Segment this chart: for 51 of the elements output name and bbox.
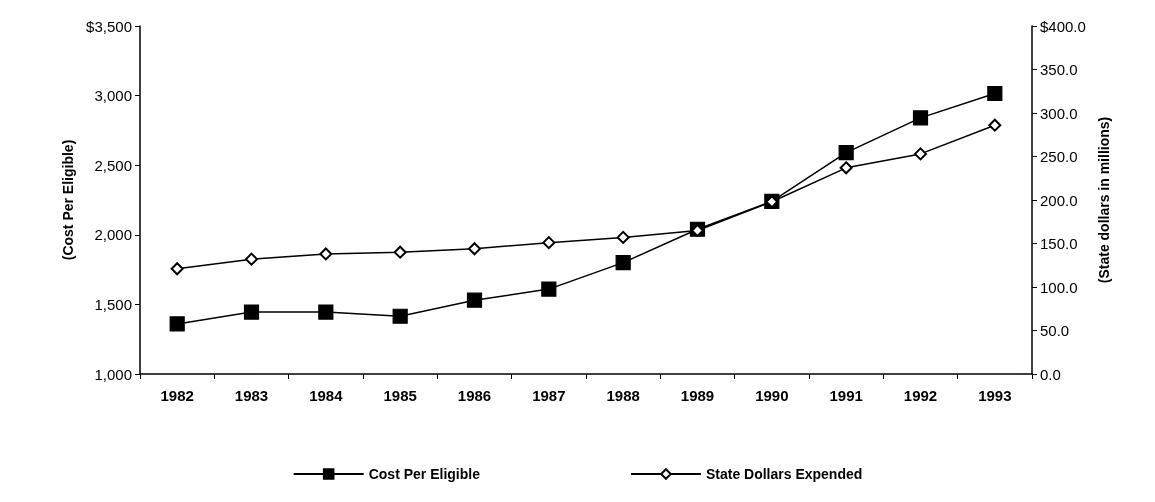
y2-tick-label: 100.0	[1040, 278, 1078, 296]
legend-label: State Dollars Expended	[705, 466, 863, 482]
x-tick-label: 1988	[606, 387, 640, 404]
point	[542, 236, 556, 250]
point	[318, 304, 334, 320]
y2-tick-label: 250.0	[1040, 148, 1078, 165]
x-tick-label: 1990	[755, 387, 789, 404]
y2-axis-title: (State dollars in millions)	[1095, 116, 1112, 284]
point	[170, 262, 184, 276]
point	[988, 118, 1002, 132]
y-tick-label: $3,500	[86, 17, 132, 35]
point	[615, 255, 631, 271]
x-tick-label: 1993	[978, 387, 1012, 404]
point	[245, 252, 258, 266]
x-tick-label: 1982	[160, 387, 194, 404]
y-tick-label: 2,500	[94, 156, 132, 174]
legend-label: Cost Per Eligible	[368, 466, 481, 482]
point	[616, 230, 630, 244]
point	[169, 316, 185, 332]
point	[987, 85, 1003, 102]
point	[541, 281, 557, 297]
y2-tick-label: 200.0	[1040, 191, 1078, 209]
x-tick-label: 1991	[829, 387, 863, 404]
point	[319, 247, 333, 261]
y-tick-label: 2,000	[94, 226, 132, 244]
y2-tick-label: 300.0	[1040, 104, 1078, 122]
y2-tick-label: 0.0	[1040, 365, 1061, 383]
y-axis-title: (Cost Per Eligible)	[60, 139, 77, 261]
x-tick-label: 1989	[680, 387, 715, 404]
point	[393, 245, 407, 259]
point	[468, 242, 481, 256]
point	[466, 292, 483, 308]
x-tick-label: 1992	[903, 387, 938, 404]
point	[392, 308, 408, 324]
x-tick-label: 1986	[457, 387, 492, 404]
x-tick-label: 1987	[532, 387, 566, 404]
point	[243, 304, 260, 320]
point	[914, 147, 927, 161]
y2-tick-label: $400.0	[1040, 17, 1086, 35]
x-tick-label: 1983	[234, 387, 269, 404]
y2-tick-label: 50.0	[1040, 322, 1070, 339]
x-tick-label: 1985	[383, 387, 417, 404]
point	[912, 110, 929, 126]
point	[839, 161, 853, 175]
y-tick-label: 1,000	[94, 365, 132, 383]
y-tick-label: 3,000	[94, 87, 132, 105]
y2-tick-label: 150.0	[1040, 235, 1078, 252]
y2-tick-label: 350.0	[1040, 61, 1078, 78]
point	[838, 145, 854, 161]
y-tick-label: 1,500	[94, 295, 132, 313]
x-tick-label: 1984	[309, 387, 344, 404]
